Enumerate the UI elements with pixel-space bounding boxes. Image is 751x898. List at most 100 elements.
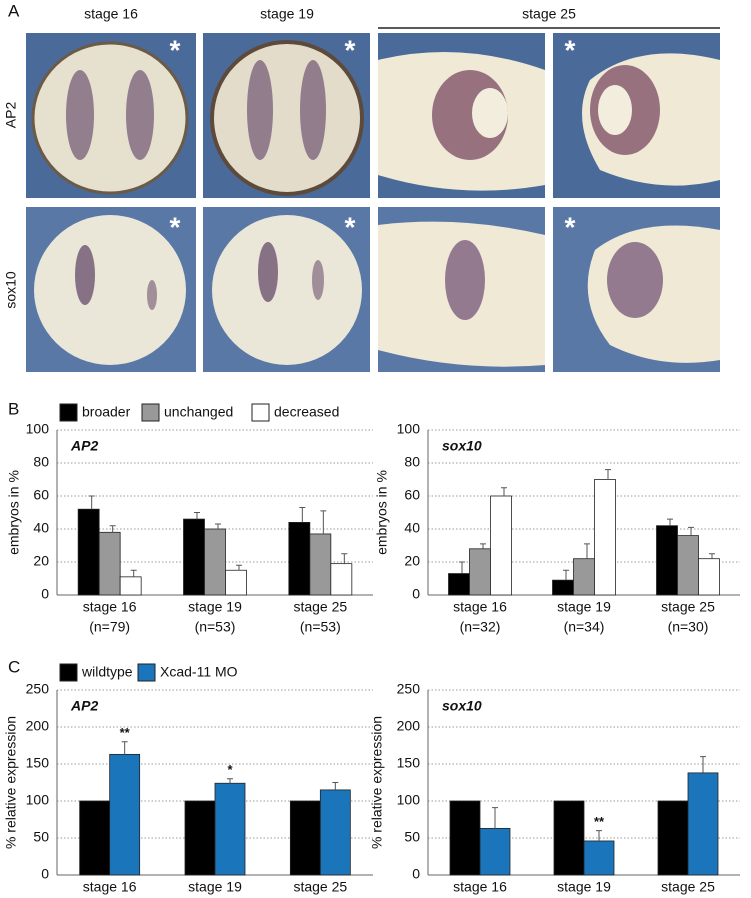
n-label: (n=32) [460,619,501,635]
error-bar [501,487,507,496]
bar [479,827,511,876]
y-tick-label: 150 [397,755,421,771]
error-bar [605,469,611,480]
x-tick-label: stage 25 [293,879,347,895]
y-axis-label: % relative expression [369,716,385,849]
legend-swatch [59,663,78,682]
y-tick-label: 40 [33,520,49,536]
bar [448,573,470,596]
error-bar [688,526,694,536]
n-label: (n=53) [195,619,236,635]
bar [184,800,216,876]
legend-label: Xcad-11 MO [160,664,238,680]
bar [469,548,491,596]
y-tick-label: 0 [412,866,420,882]
y-axis-label: embryos in % [374,470,390,555]
error-bar [341,553,348,564]
x-tick-label: stage 25 [293,599,347,615]
column-label: stage 19 [260,6,314,22]
legend-label: unchanged [164,404,233,420]
error-bar [194,512,200,520]
photos [26,33,720,372]
bar [98,531,121,596]
bar [77,508,100,596]
bar [573,558,595,596]
error-bar [109,525,116,533]
row-label: sox10 [3,271,19,309]
bar [677,535,699,596]
asterisk: * [565,34,576,65]
error-bar [709,553,715,559]
bar [449,800,481,876]
panel-label: A [8,1,20,20]
legend-swatch [141,403,160,422]
error-bar [459,561,465,574]
bar [288,522,311,596]
y-tick-label: 250 [26,681,50,697]
error-bar [227,778,233,784]
y-tick-label: 80 [404,454,420,470]
error-bar [700,756,706,773]
x-tick-label: stage 16 [453,879,507,895]
error-bar [667,518,673,526]
y-tick-label: 80 [33,454,49,470]
significance: ** [594,814,605,829]
n-label: (n=79) [89,619,130,635]
y-tick-label: 0 [41,586,49,602]
chart-subtitle: sox10 [442,438,482,454]
legend-swatch [59,403,78,422]
panel-label: B [8,399,19,418]
y-axis-label: embryos in % [6,470,22,555]
bar [594,479,616,596]
x-tick-label: stage 19 [188,879,242,895]
asterisk: * [345,211,356,242]
x-tick-label: stage 19 [188,599,242,615]
chart-subtitle: sox10 [442,698,482,714]
legend-swatch [251,403,270,422]
significance: ** [120,725,131,740]
asterisk: * [170,211,181,242]
bar [79,800,111,876]
bar [214,782,246,876]
x-tick-label: stage 19 [557,879,611,895]
panel-label: C [8,657,20,676]
error-bar [320,510,327,534]
y-tick-label: 0 [412,586,420,602]
column-label: stage 25 [522,6,576,22]
x-tick-label: stage 25 [661,879,715,895]
bar [225,569,247,596]
error-bar [492,807,498,829]
error-bar [584,543,590,559]
row-label: AP2 [3,102,19,129]
legend-label: decreased [274,404,339,420]
y-tick-label: 20 [404,553,420,569]
error-bar [121,741,128,755]
bar [687,772,719,876]
bar [552,579,574,596]
legend-label: broader [82,404,131,420]
asterisk: * [345,34,356,65]
y-tick-label: 20 [33,553,49,569]
error-bar [88,495,95,510]
x-tick-label: stage 16 [453,599,507,615]
x-tick-label: stage 16 [83,599,137,615]
bar [656,525,678,596]
asterisk: * [565,211,576,242]
y-tick-label: 100 [397,792,421,808]
bar [109,753,141,876]
error-bar [332,782,339,790]
bar [657,800,689,876]
error-bar [563,569,569,581]
error-bar [215,523,221,529]
y-tick-label: 250 [397,681,421,697]
chart-subtitle: AP2 [70,698,98,714]
y-axis-label: % relative expression [3,716,19,849]
error-bar [130,569,137,577]
y-tick-label: 100 [26,421,50,437]
y-tick-label: 40 [404,520,420,536]
column-label: stage 16 [84,6,138,22]
y-tick-label: 100 [26,792,50,808]
error-bar [299,507,306,523]
error-bar [596,830,602,841]
